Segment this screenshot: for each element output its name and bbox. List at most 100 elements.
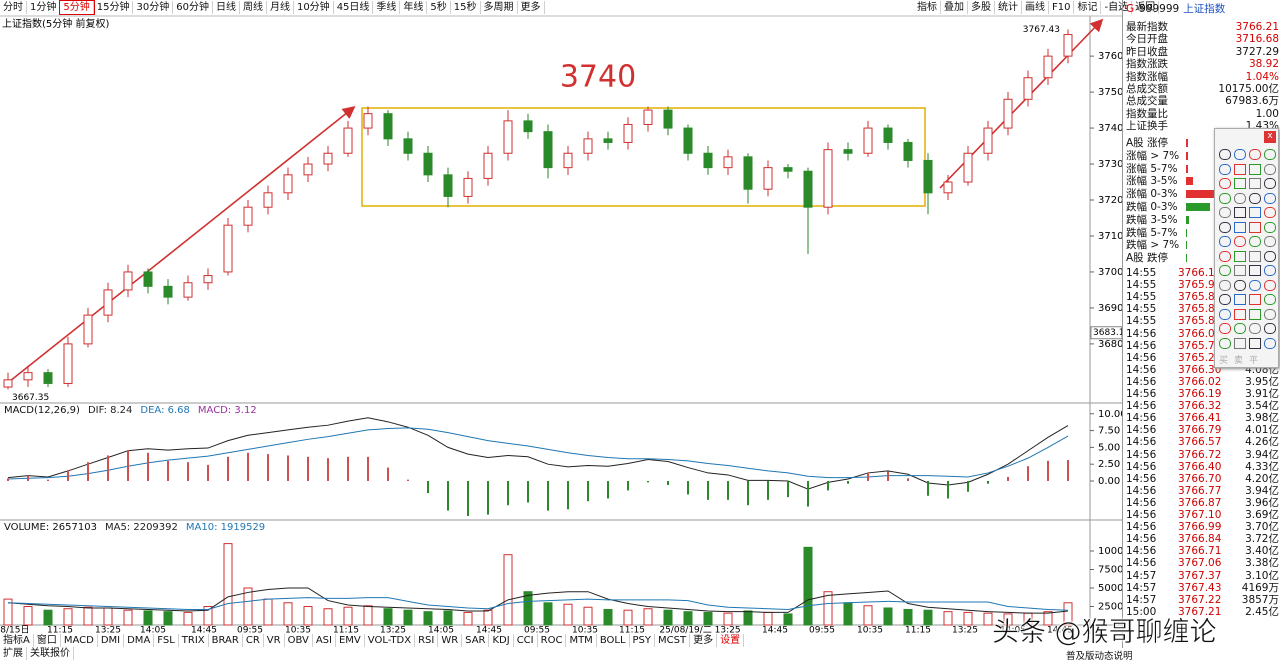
tool-icon[interactable]: [1264, 149, 1276, 160]
tool-icon[interactable]: [1249, 250, 1261, 262]
period-button[interactable]: 10分钟: [294, 1, 334, 14]
tool-icon[interactable]: [1234, 178, 1246, 189]
tool-icon[interactable]: [1234, 265, 1246, 276]
tool-icon[interactable]: [1264, 163, 1276, 175]
tool-button[interactable]: 返回: [1132, 1, 1160, 14]
tool-icon[interactable]: [1219, 178, 1231, 189]
tool-icon[interactable]: [1219, 294, 1231, 305]
tool-icon[interactable]: [1264, 192, 1276, 204]
indicator-tab[interactable]: MCST: [655, 633, 691, 647]
tool-icon[interactable]: [1219, 192, 1231, 204]
indicator-tab[interactable]: ROC: [538, 633, 567, 647]
tool-icon[interactable]: [1219, 279, 1231, 291]
tool-button[interactable]: -自选: [1101, 1, 1133, 14]
tool-button[interactable]: 多股: [968, 1, 995, 14]
tool-icon[interactable]: [1234, 250, 1246, 262]
tool-button[interactable]: F10: [1049, 1, 1075, 14]
period-button[interactable]: 分时: [0, 1, 27, 14]
tool-icon[interactable]: [1249, 236, 1261, 247]
bottom-tab[interactable]: 关联报价: [27, 646, 74, 660]
tool-icon[interactable]: [1234, 308, 1246, 320]
tool-icon[interactable]: [1234, 337, 1246, 349]
period-button[interactable]: 多周期: [481, 1, 518, 14]
indicator-tab[interactable]: FSL: [154, 633, 179, 647]
close-button[interactable]: x: [1264, 131, 1276, 143]
tool-icon[interactable]: [1219, 265, 1231, 276]
period-button[interactable]: 周线: [240, 1, 267, 14]
tool-icon[interactable]: [1249, 294, 1261, 305]
tool-icon[interactable]: [1234, 294, 1246, 305]
tool-icon[interactable]: [1264, 178, 1276, 189]
period-button[interactable]: 60分钟: [173, 1, 213, 14]
tool-icon[interactable]: [1264, 207, 1276, 218]
indicator-tab[interactable]: DMA: [124, 633, 155, 647]
period-button[interactable]: 5秒: [427, 1, 451, 14]
period-button[interactable]: 日线: [213, 1, 240, 14]
tool-icon[interactable]: [1264, 308, 1276, 320]
indicator-tab[interactable]: EMV: [336, 633, 365, 647]
tool-icon[interactable]: [1249, 178, 1261, 189]
tool-button[interactable]: 画线: [1022, 1, 1049, 14]
indicator-tab[interactable]: BOLL: [597, 633, 630, 647]
indicator-tab[interactable]: BRAR: [209, 633, 243, 647]
tool-icon[interactable]: [1264, 279, 1276, 291]
bottom-tab[interactable]: 扩展: [0, 646, 27, 660]
indicator-tab[interactable]: CCI: [514, 633, 538, 647]
indicator-tab[interactable]: ASI: [313, 633, 336, 647]
tool-icon[interactable]: [1219, 163, 1231, 175]
tool-icon[interactable]: [1219, 337, 1231, 349]
period-button[interactable]: 1分钟: [27, 1, 61, 14]
indicator-tab[interactable]: MACD: [61, 633, 98, 647]
period-button[interactable]: 15秒: [451, 1, 481, 14]
tool-icon[interactable]: [1234, 207, 1246, 218]
tool-icon[interactable]: [1249, 265, 1261, 276]
indicator-tab[interactable]: 窗口: [34, 633, 61, 647]
period-button[interactable]: 15分钟: [94, 1, 134, 14]
tool-icon[interactable]: [1264, 294, 1276, 305]
period-button[interactable]: 30分钟: [133, 1, 174, 14]
tool-button[interactable]: 指标: [914, 1, 941, 14]
indicator-tab[interactable]: VR: [264, 633, 285, 647]
tool-icon[interactable]: [1264, 250, 1276, 262]
tool-icon[interactable]: [1264, 236, 1276, 247]
period-button[interactable]: 更多: [518, 1, 545, 14]
indicator-tab[interactable]: TRIX: [179, 633, 209, 647]
tool-button[interactable]: 标记: [1074, 1, 1102, 14]
indicator-tab[interactable]: OBV: [285, 633, 313, 647]
tool-icon[interactable]: [1264, 323, 1276, 334]
period-button[interactable]: 5分钟: [59, 0, 95, 15]
tool-icon[interactable]: [1249, 192, 1261, 204]
indicator-tab[interactable]: VOL-TDX: [365, 633, 416, 647]
tool-icon[interactable]: [1234, 279, 1246, 291]
tool-icon[interactable]: [1264, 337, 1276, 349]
tool-icon[interactable]: [1249, 323, 1261, 334]
tool-icon[interactable]: [1234, 236, 1246, 247]
indicator-tab[interactable]: MTM: [566, 633, 597, 647]
tool-icon[interactable]: [1249, 149, 1261, 160]
tool-icon[interactable]: [1219, 323, 1231, 334]
indicator-tab[interactable]: CR: [243, 633, 264, 647]
tool-icon[interactable]: [1249, 279, 1261, 291]
indicator-tab[interactable]: 指标A: [0, 633, 34, 647]
indicator-tab[interactable]: 设置: [717, 633, 745, 647]
tool-icon[interactable]: [1219, 250, 1231, 262]
tool-icon[interactable]: [1219, 308, 1231, 320]
tool-icon[interactable]: [1234, 163, 1246, 175]
period-button[interactable]: 月线: [267, 1, 294, 14]
tool-icon[interactable]: [1249, 221, 1261, 233]
indicator-tab[interactable]: SAR: [462, 633, 490, 647]
tool-icon[interactable]: [1249, 308, 1261, 320]
indicator-tab[interactable]: WR: [438, 633, 463, 647]
tool-icon[interactable]: [1234, 323, 1246, 334]
tool-icon[interactable]: [1249, 337, 1261, 349]
tool-icon[interactable]: [1264, 265, 1276, 276]
tool-button[interactable]: 统计: [995, 1, 1022, 14]
tool-icon[interactable]: [1219, 207, 1231, 218]
tool-icon[interactable]: [1234, 149, 1246, 160]
indicator-tab[interactable]: RSI: [415, 633, 439, 647]
period-button[interactable]: 45日线: [334, 1, 374, 14]
tool-button[interactable]: 叠加: [941, 1, 968, 14]
period-button[interactable]: 季线: [373, 1, 401, 14]
period-button[interactable]: 年线: [400, 1, 428, 14]
indicator-tab[interactable]: PSY: [630, 633, 656, 647]
